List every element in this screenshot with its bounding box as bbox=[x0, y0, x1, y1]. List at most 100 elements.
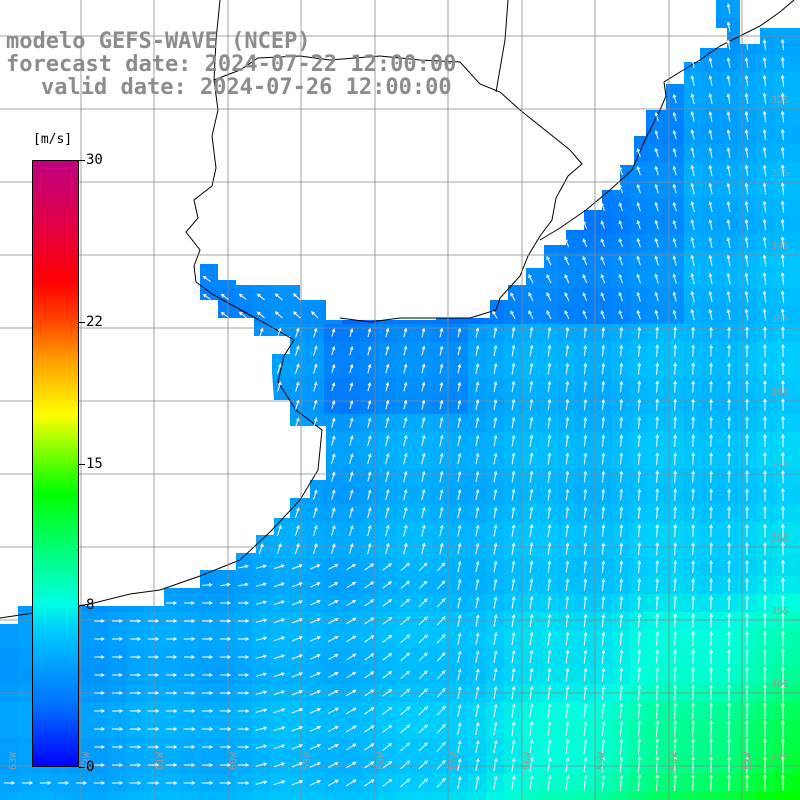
wind-arrow bbox=[273, 672, 286, 678]
wind-arrow bbox=[547, 524, 552, 537]
wind-arrow bbox=[637, 523, 642, 538]
wind-arrow bbox=[565, 398, 570, 411]
wind-arrow bbox=[493, 416, 498, 429]
wind-arrow bbox=[418, 742, 428, 752]
longitude-label: 55W bbox=[596, 751, 607, 770]
wind-arrow bbox=[291, 780, 304, 786]
wind-arrow bbox=[763, 326, 767, 339]
wind-arrow bbox=[457, 758, 462, 771]
wind-arrow bbox=[346, 653, 357, 661]
wind-arrow bbox=[726, 111, 731, 122]
wind-arrow bbox=[331, 525, 336, 537]
land-mask bbox=[0, 0, 800, 624]
wind-arrow bbox=[637, 488, 642, 501]
wind-arrow bbox=[691, 523, 696, 538]
wind-arrow bbox=[565, 720, 570, 737]
wind-arrow bbox=[673, 470, 678, 483]
wind-arrow bbox=[619, 756, 624, 773]
wind-arrow bbox=[601, 702, 606, 719]
wind-arrow bbox=[709, 684, 714, 701]
wind-arrow bbox=[255, 672, 268, 677]
wind-arrow bbox=[493, 434, 498, 447]
wind-arrow bbox=[439, 345, 444, 356]
wind-arrow bbox=[654, 201, 659, 212]
wind-arrow bbox=[691, 719, 696, 738]
wind-arrow bbox=[4, 781, 16, 785]
longitude-label: 63W bbox=[8, 751, 19, 770]
wind-arrow bbox=[601, 362, 606, 375]
wind-arrow bbox=[745, 452, 749, 465]
wind-arrow bbox=[673, 416, 678, 429]
wind-arrow bbox=[726, 21, 731, 32]
wind-arrow bbox=[529, 721, 534, 736]
wind-arrow bbox=[201, 763, 214, 767]
wind-arrow bbox=[763, 433, 767, 448]
wind-arrow bbox=[457, 740, 462, 753]
wind-arrow bbox=[672, 201, 677, 212]
wind-arrow bbox=[601, 578, 606, 591]
wind-arrow bbox=[457, 417, 462, 428]
wind-arrow bbox=[690, 182, 695, 195]
wind-arrow bbox=[475, 650, 480, 663]
wind-arrow bbox=[708, 147, 713, 158]
wind-arrow bbox=[654, 147, 659, 158]
wind-arrow bbox=[349, 328, 354, 338]
wind-arrow bbox=[439, 363, 444, 374]
wind-arrow bbox=[744, 182, 749, 195]
wind-arrow bbox=[673, 630, 678, 647]
wind-arrow bbox=[111, 709, 124, 713]
wind-arrow bbox=[129, 763, 142, 767]
wind-arrow bbox=[744, 254, 749, 267]
wind-arrow bbox=[511, 631, 516, 646]
wind-arrow bbox=[744, 218, 749, 231]
wind-arrow bbox=[709, 416, 713, 429]
wind-arrow bbox=[255, 780, 268, 785]
wind-arrow bbox=[762, 128, 767, 141]
wind-arrow bbox=[709, 488, 713, 501]
wind-arrow bbox=[727, 701, 731, 720]
wind-arrow bbox=[763, 451, 767, 466]
colorbar-tick-mark bbox=[79, 321, 85, 323]
wind-arrow bbox=[493, 721, 498, 736]
wind-arrow bbox=[439, 416, 444, 429]
wind-arrow bbox=[475, 542, 480, 555]
wind-arrow bbox=[457, 596, 462, 609]
wind-arrow bbox=[547, 362, 552, 375]
wind-arrow bbox=[382, 706, 393, 715]
wind-arrow bbox=[727, 326, 731, 339]
wind-arrow bbox=[237, 655, 250, 659]
wind-arrow bbox=[745, 684, 749, 701]
wind-arrow bbox=[673, 488, 678, 501]
wind-arrow bbox=[726, 93, 731, 104]
wind-arrow bbox=[129, 691, 142, 695]
wind-arrow bbox=[493, 578, 498, 591]
wind-arrow bbox=[346, 581, 357, 589]
wind-arrow bbox=[493, 399, 498, 410]
wind-arrow bbox=[763, 523, 767, 538]
wind-arrow bbox=[781, 737, 785, 756]
wind-arrow bbox=[273, 780, 286, 786]
wind-arrow bbox=[403, 363, 408, 374]
wind-arrow bbox=[637, 560, 642, 573]
wind-arrow bbox=[709, 666, 714, 683]
wind-arrow bbox=[493, 614, 498, 627]
wind-arrow bbox=[165, 763, 178, 767]
wind-arrow bbox=[436, 562, 446, 572]
wind-arrow bbox=[184, 655, 196, 659]
wind-arrow bbox=[147, 655, 160, 659]
wind-arrow bbox=[385, 327, 390, 338]
wind-arrow bbox=[691, 755, 696, 774]
wind-arrow bbox=[637, 506, 642, 519]
wind-arrow bbox=[673, 434, 678, 447]
wind-arrow bbox=[655, 416, 660, 429]
wind-arrow bbox=[727, 452, 731, 465]
wind-arrow bbox=[762, 308, 767, 321]
wind-arrow bbox=[367, 400, 372, 410]
wind-arrow bbox=[780, 128, 785, 141]
wind-arrow bbox=[565, 685, 570, 700]
wind-arrow bbox=[309, 600, 321, 606]
wind-arrow bbox=[291, 762, 304, 768]
wind-arrow bbox=[745, 648, 749, 665]
wind-arrow bbox=[691, 559, 696, 574]
wind-arrow bbox=[327, 725, 339, 733]
